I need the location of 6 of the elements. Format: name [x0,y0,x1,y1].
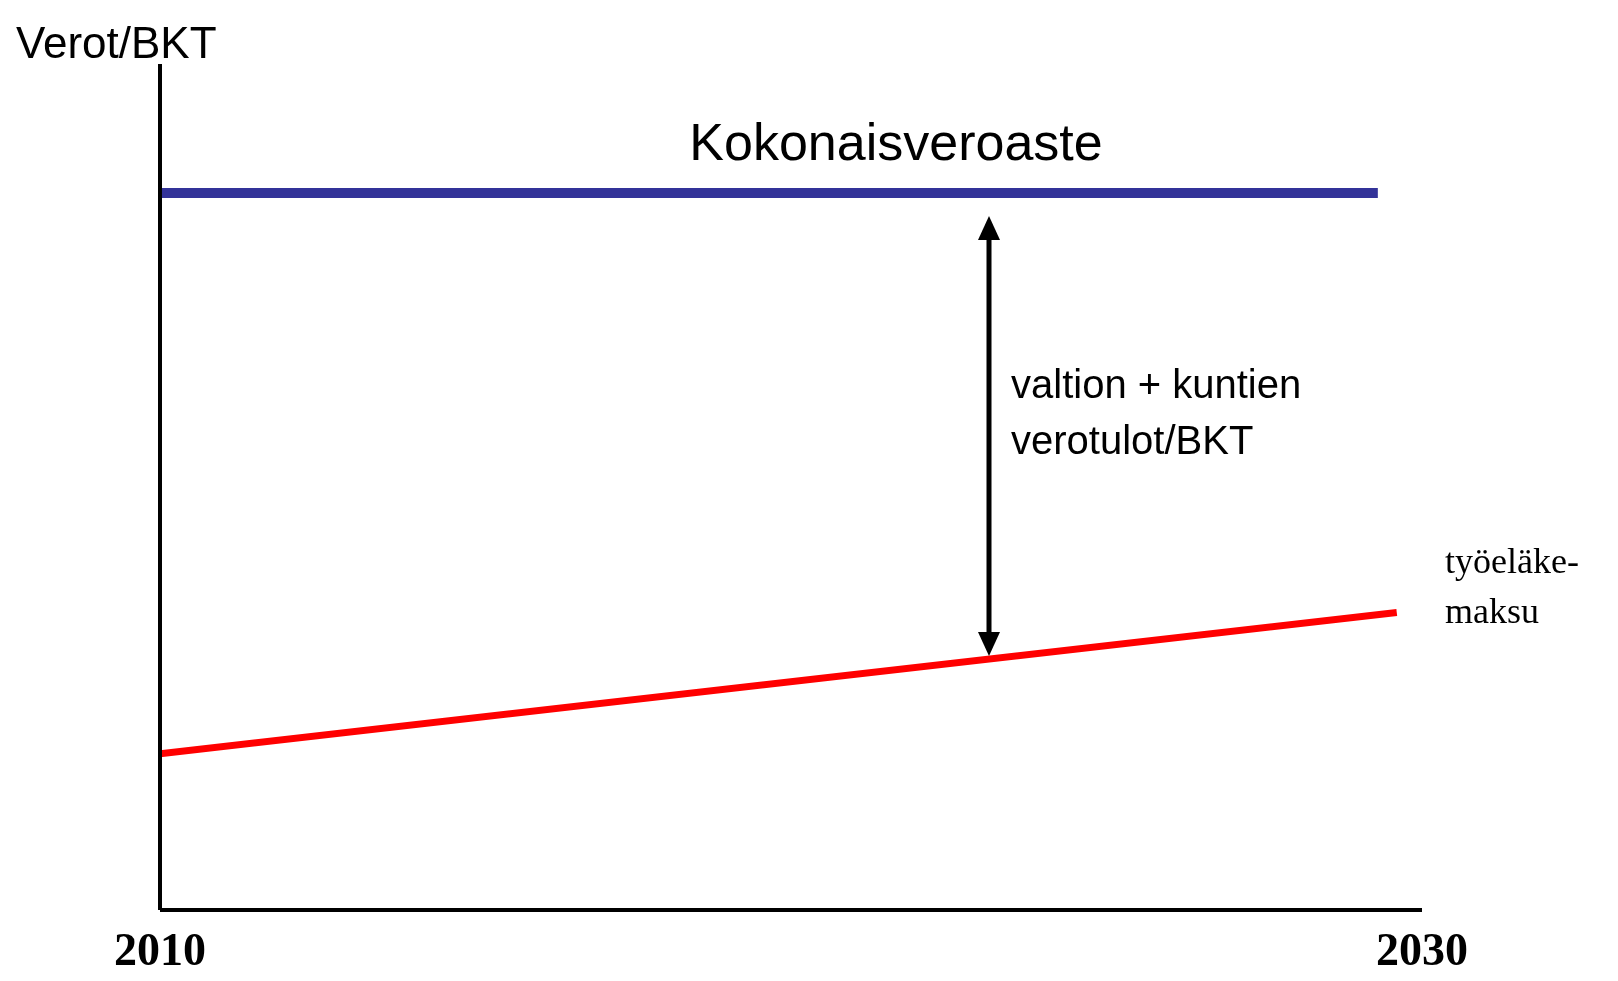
y-axis-title: Verot/BKT [16,18,217,68]
series-label: Kokonaisveroaste [689,111,1103,173]
annotation: valtion + kuntien verotulot/BKT [1011,361,1302,464]
x-tick-label: 2010 [114,923,206,975]
x-tick-label: 2030 [1376,923,1468,975]
series-label: työeläke- maksu [1445,539,1579,633]
